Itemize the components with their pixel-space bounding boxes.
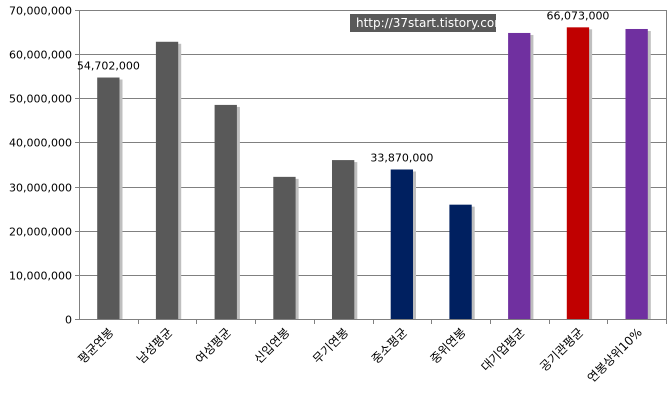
y-tick-label: 60,000,000 xyxy=(9,49,72,62)
bar xyxy=(449,204,472,319)
x-category-label: 중위연봉 xyxy=(428,325,469,366)
bar xyxy=(155,41,179,319)
y-tick-label: 30,000,000 xyxy=(9,182,72,195)
y-tick-labels: 0 10,000,000 20,000,000 30,000,000 40,000,00… xyxy=(9,5,72,327)
bar xyxy=(214,104,237,320)
bars xyxy=(97,27,651,320)
x-category-labels: 평균연봉 남성평균 여성평균 신입연봉 무기연봉 중소평균 중위연봉 대기업평균 공기관평균연봉… xyxy=(75,325,644,385)
y-tick-label: 20,000,000 xyxy=(9,226,72,239)
data-label: 54,702,000 xyxy=(77,60,140,73)
x-category-label: 중소평균 xyxy=(369,325,410,366)
x-category-label: 여성평균 xyxy=(193,325,234,366)
data-label: 66,073,000 xyxy=(546,9,609,22)
bar xyxy=(273,176,296,319)
y-tick-label: 0 xyxy=(65,314,72,327)
watermark-text: http://37start.tistory.com xyxy=(356,16,506,30)
data-label: 33,870,000 xyxy=(370,151,433,164)
watermark: http://37start.tistory.com xyxy=(350,14,506,32)
axes xyxy=(75,10,667,324)
x-category-label: 무기연봉 xyxy=(310,325,351,366)
x-category-label: 남성평균 xyxy=(134,325,175,366)
x-category-label: 연봉상위10% xyxy=(585,325,645,385)
x-category-label: 공기관평균 xyxy=(537,325,586,374)
bar xyxy=(331,160,355,319)
x-category-label: 대기업평균 xyxy=(478,325,527,374)
x-category-label: 신입연봉 xyxy=(251,325,292,366)
bar xyxy=(625,28,648,320)
bar xyxy=(390,169,414,319)
data-labels: 54,702,000 33,870,000 66,073,000 xyxy=(77,9,610,164)
bar xyxy=(97,77,120,319)
y-tick-label: 50,000,000 xyxy=(9,93,72,106)
watermark-box xyxy=(350,14,496,32)
y-tick-label: 10,000,000 xyxy=(9,270,72,283)
x-category-label: 평균연봉 xyxy=(75,325,116,366)
bar xyxy=(508,32,531,319)
y-tick-label: 70,000,000 xyxy=(9,5,72,18)
bar xyxy=(566,27,590,319)
y-tick-label: 40,000,000 xyxy=(9,137,72,150)
